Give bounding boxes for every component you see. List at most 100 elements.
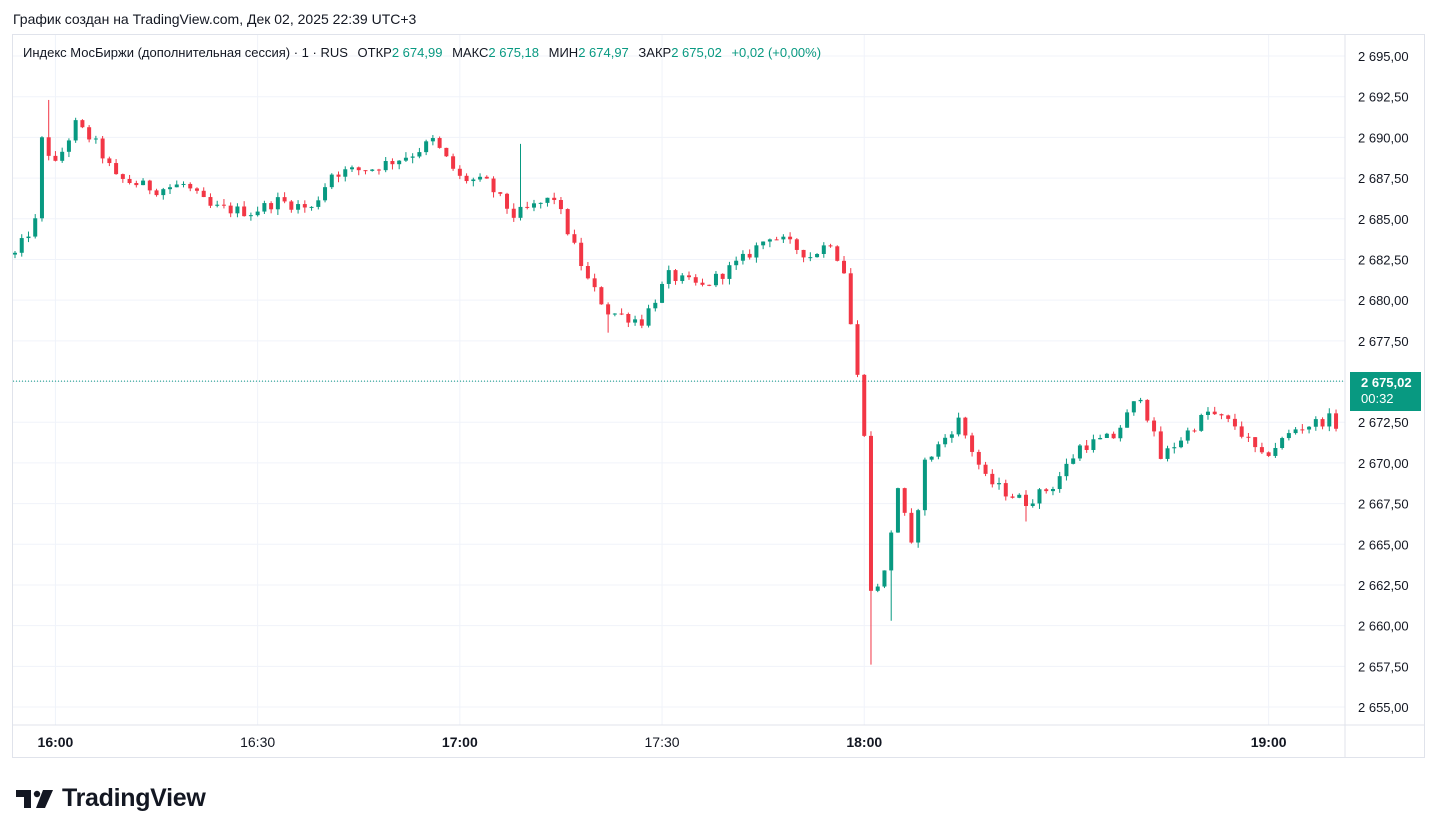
price-tick-label: 2 682,50 <box>1358 252 1409 267</box>
candle-body <box>1259 447 1264 453</box>
candle-body <box>585 266 590 279</box>
price-axis[interactable]: 2 655,00 2 657,50 2 660,00 2 662,50 2 665,00… <box>1344 35 1409 757</box>
candle-body <box>889 532 894 571</box>
candle-body <box>720 273 725 279</box>
candle <box>1280 436 1285 450</box>
time-axis[interactable]: 16:0016:3017:0017:3018:0019:0019:3020:00… <box>13 724 1438 750</box>
candle-body <box>700 282 705 285</box>
candle-body <box>505 193 510 209</box>
candle <box>916 508 921 548</box>
candle <box>484 175 489 179</box>
candle <box>1246 432 1251 442</box>
candle <box>1091 434 1096 453</box>
candle <box>390 158 395 170</box>
candle-body <box>713 273 718 286</box>
candle-body <box>114 163 119 175</box>
candle <box>889 530 894 621</box>
candle-body <box>161 189 166 196</box>
candle <box>262 200 267 215</box>
candle-body <box>1017 494 1022 498</box>
candle-body <box>882 570 887 587</box>
candle-body <box>397 160 402 165</box>
candle <box>73 117 78 143</box>
candle <box>194 187 199 194</box>
candle-body <box>66 140 71 152</box>
candle <box>531 199 536 212</box>
candle-body <box>794 239 799 250</box>
candle-body <box>565 209 570 235</box>
candle <box>1064 458 1069 481</box>
candle <box>161 187 166 200</box>
candle <box>350 165 354 172</box>
candle <box>558 197 563 215</box>
candle <box>727 261 732 285</box>
candle <box>1044 487 1049 494</box>
candle <box>538 202 543 209</box>
candle-body <box>552 197 557 201</box>
candle-body <box>828 245 833 247</box>
candle <box>518 143 523 221</box>
candle <box>585 262 590 280</box>
candle-body <box>734 260 739 266</box>
candle-body <box>228 205 233 214</box>
candle <box>990 469 995 488</box>
candle <box>1172 442 1177 454</box>
candle-body <box>1273 447 1278 456</box>
candle-body <box>410 156 415 158</box>
candle-body <box>154 190 159 196</box>
candle-body <box>1050 489 1055 492</box>
candle <box>1131 401 1136 416</box>
candle-body <box>323 187 328 201</box>
candle <box>734 256 739 270</box>
candle <box>875 583 880 593</box>
candle <box>1300 424 1305 434</box>
candle <box>498 191 503 197</box>
candle-body <box>215 204 220 206</box>
tradingview-logo[interactable]: TradingView <box>16 784 206 813</box>
candle <box>592 273 597 292</box>
candle <box>289 199 294 213</box>
candle-body <box>1030 503 1035 507</box>
candle-body <box>997 483 1002 485</box>
candle <box>248 212 253 221</box>
candle-body <box>1307 426 1312 430</box>
candle <box>282 192 287 204</box>
time-tick-label: 18:00 <box>846 734 882 750</box>
candle-body <box>525 206 530 208</box>
candle <box>909 508 914 544</box>
candle-body <box>19 238 24 253</box>
candle-body <box>329 174 334 188</box>
candle <box>1158 426 1163 460</box>
candle-body <box>1145 399 1150 421</box>
candle <box>511 203 516 222</box>
candle-body <box>127 178 132 184</box>
candle <box>673 268 678 285</box>
candle <box>127 174 132 185</box>
candle-body <box>316 200 321 207</box>
candle <box>188 182 193 192</box>
candle <box>936 441 941 460</box>
candle-body <box>868 435 873 591</box>
candle <box>1037 488 1042 509</box>
candle-body <box>120 174 125 179</box>
candle <box>154 188 159 197</box>
candle <box>147 179 152 195</box>
candle-body <box>781 236 786 240</box>
candle <box>794 238 799 255</box>
candle <box>949 431 954 443</box>
candle <box>269 201 274 214</box>
candle-body <box>990 473 995 485</box>
candle-body <box>282 197 287 202</box>
candle-body <box>93 138 98 140</box>
candle-body <box>1205 411 1210 415</box>
price-tick-label: 2 672,50 <box>1358 415 1409 430</box>
candle <box>707 284 712 287</box>
candle-body <box>174 184 179 188</box>
candle-body <box>808 257 813 259</box>
candle-body <box>531 203 536 208</box>
candle-body <box>902 488 907 513</box>
candle <box>201 187 206 198</box>
candle <box>1152 417 1157 437</box>
candle <box>1253 437 1258 453</box>
